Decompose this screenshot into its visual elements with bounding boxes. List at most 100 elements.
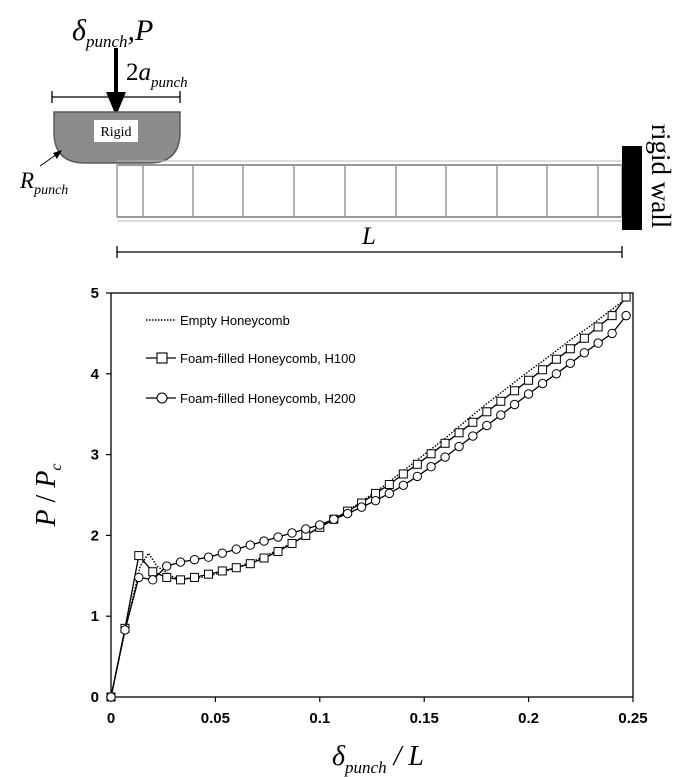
data-point-square: [565, 344, 575, 354]
data-point-circle: [579, 348, 590, 358]
data-point-circle: [482, 420, 492, 431]
data-point-circle: [384, 488, 395, 499]
data-point-square: [162, 572, 172, 582]
x-tick-label: 0.2: [518, 710, 539, 727]
data-point-circle: [175, 557, 186, 567]
data-point-circle: [189, 554, 200, 565]
data-point-square: [217, 566, 227, 576]
data-point-circle: [273, 532, 283, 542]
x-tick-label: 0.1: [309, 710, 330, 727]
data-point-circle: [162, 561, 172, 571]
data-point-square: [273, 547, 283, 557]
data-point-square: [607, 311, 617, 321]
data-point-circle: [621, 310, 631, 321]
data-point-square: [524, 375, 534, 385]
data-point-circle: [148, 575, 158, 585]
x-tick-label: 0.05: [201, 710, 230, 727]
radius-label: Rpunch: [19, 168, 68, 198]
data-point-circle: [356, 502, 367, 512]
data-point-circle: [593, 338, 603, 348]
rigid-label: Rigid: [100, 125, 131, 140]
y-tick-label: 2: [91, 527, 99, 544]
data-point-square: [468, 417, 478, 427]
data-point-circle: [454, 441, 464, 452]
y-tick-label: 4: [91, 366, 100, 383]
data-point-circle: [259, 536, 269, 546]
data-point-circle: [412, 471, 423, 482]
series-line-foam-filled-h200: [110, 315, 627, 698]
rigid-label-box: [94, 120, 138, 142]
load-label: δpunch,P: [72, 14, 153, 51]
data-point-circle: [426, 462, 436, 472]
data-point-circle: [203, 552, 214, 562]
data-point-square: [412, 459, 422, 469]
y-tick-label: 3: [91, 447, 99, 464]
x-axis-title: δpunch / L: [332, 741, 424, 777]
data-point-square: [454, 428, 464, 438]
x-tick-label: 0: [107, 710, 115, 727]
data-point-square: [398, 469, 408, 479]
chart: 0 0.05 0.1 0.15 0.2 0.25 0 1 2 3 4 5 Empty Honeycom…: [31, 285, 648, 777]
data-point-circle: [398, 480, 409, 491]
data-point-circle: [551, 369, 562, 379]
data-point-square: [231, 563, 241, 573]
data-point-circle: [245, 540, 255, 550]
width-label: 2apunch: [126, 59, 188, 91]
x-tick-label: 0.25: [618, 710, 647, 727]
data-point-square: [287, 538, 297, 548]
plot-frame: [110, 292, 634, 698]
data-point-square: [510, 386, 520, 396]
data-point-circle: [134, 572, 144, 583]
data-point-square: [579, 333, 589, 343]
data-point-circle: [106, 692, 116, 702]
data-point-circle: [523, 389, 534, 399]
data-point-circle: [120, 625, 130, 635]
legend-label-h200: Foam-filled Honeycomb, H200: [180, 391, 356, 406]
data-point-square: [593, 322, 603, 332]
schematic: δpunch,P 2apunch Rigid Rpunch rigid wall: [19, 14, 676, 258]
data-point-square: [134, 551, 144, 561]
y-axis-title: P / Pc: [31, 463, 65, 527]
legend-marker-square: [156, 352, 168, 364]
data-point-square: [259, 553, 269, 563]
x-tick-label: 0.15: [410, 710, 439, 727]
data-point-square: [176, 575, 186, 585]
data-point-circle: [329, 514, 339, 524]
data-point-square: [190, 572, 200, 582]
y-tick-label: 0: [91, 689, 99, 706]
data-point-square: [148, 567, 158, 577]
series-layer: [106, 292, 631, 702]
data-point-circle: [607, 328, 617, 339]
radius-pointer-head: [53, 150, 62, 159]
data-point-square: [538, 365, 548, 375]
legend-label-empty: Empty Honeycomb: [180, 313, 290, 328]
data-point-circle: [315, 520, 325, 530]
data-point-square: [204, 569, 214, 579]
length-label: L: [361, 223, 376, 250]
load-arrowhead: [106, 92, 126, 116]
data-point-square: [621, 292, 631, 302]
data-point-circle: [509, 399, 520, 410]
data-point-circle: [231, 544, 241, 554]
legend-marker-circle: [156, 392, 168, 404]
rigid-wall-label: rigid wall: [646, 124, 676, 228]
data-point-square: [426, 449, 436, 459]
legend: Empty Honeycomb Foam-filled Honeycomb, H…: [146, 313, 356, 406]
y-tick-label: 5: [91, 285, 99, 302]
data-point-square: [496, 396, 506, 406]
data-point-square: [384, 479, 394, 489]
data-point-circle: [496, 410, 506, 420]
data-point-circle: [440, 452, 450, 462]
data-point-square: [245, 559, 255, 569]
honeycomb-beam: [116, 160, 623, 222]
data-point-circle: [370, 495, 381, 506]
data-point-circle: [537, 378, 548, 389]
rigid-wall: [622, 146, 642, 230]
beam-cells: [116, 165, 623, 217]
data-point-circle: [217, 548, 227, 558]
data-point-circle: [565, 358, 576, 368]
data-point-square: [482, 407, 492, 417]
axis-ticks: 0 0.05 0.1 0.15 0.2 0.25 0 1 2 3 4 5: [91, 285, 648, 727]
data-point-circle: [287, 528, 297, 538]
